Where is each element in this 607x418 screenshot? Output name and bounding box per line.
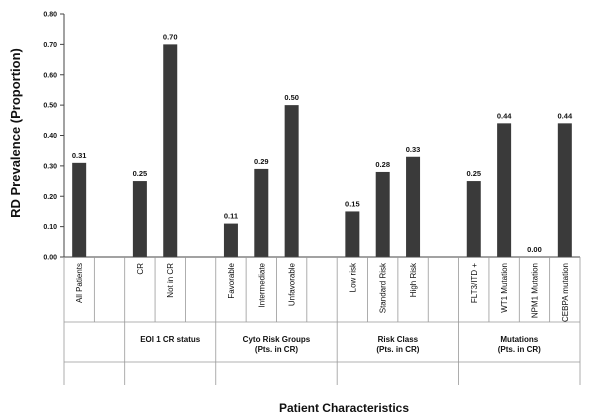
y-tick-label: 0.40 (43, 133, 57, 140)
bar-value-label: 0.50 (284, 93, 299, 102)
category-label: Unfavorable (288, 262, 297, 306)
bar-value-label: 0.29 (254, 157, 269, 166)
bar (406, 156, 421, 257)
bar-value-label: 0.70 (163, 32, 178, 41)
category-label: High Risk (409, 262, 418, 297)
category-label: WT1 Mutation (500, 263, 509, 313)
y-tick-label: 0.00 (43, 255, 57, 262)
bar (557, 123, 572, 257)
category-label: Low risk (348, 262, 357, 292)
y-tick-label: 0.20 (43, 194, 57, 201)
bar-value-label: 0.00 (527, 245, 542, 254)
bar-value-label: 0.28 (375, 160, 390, 169)
bar (72, 162, 87, 257)
y-tick-label: 0.80 (43, 12, 57, 19)
bar (223, 223, 238, 257)
group-label: (Pts. in CR) (255, 345, 298, 354)
y-tick-label: 0.70 (43, 42, 57, 49)
bar-value-label: 0.31 (72, 151, 87, 160)
x-axis-title: Patient Characteristics (279, 401, 409, 415)
bar-value-label: 0.11 (224, 212, 238, 221)
group-label: (Pts. in CR) (376, 345, 419, 354)
category-label: Not in CR (166, 263, 175, 298)
category-label: CR (136, 263, 145, 275)
bar (163, 44, 178, 257)
group-label: Risk Class (378, 335, 419, 344)
bar (132, 181, 147, 257)
bar (284, 105, 299, 257)
bar (497, 123, 512, 257)
category-label: All Patients (75, 263, 84, 303)
category-label: Intermediate (257, 262, 266, 307)
category-label: FLT3/ITD + (470, 263, 479, 303)
category-label: Standard Risk (379, 262, 388, 313)
group-label: Mutations (500, 335, 538, 344)
bar (345, 211, 360, 257)
y-tick-label: 0.60 (43, 72, 57, 79)
y-tick-label: 0.50 (43, 103, 57, 110)
y-axis-title: RD Prevalence (Proportion) (8, 48, 23, 218)
group-label: (Pts. in CR) (498, 345, 541, 354)
y-tick-label: 0.30 (43, 163, 57, 170)
bar-value-label: 0.44 (497, 111, 512, 120)
bar-value-label: 0.33 (406, 145, 421, 154)
group-label: Cyto Risk Groups (243, 335, 311, 344)
bar-value-label: 0.15 (345, 199, 360, 208)
category-label: NPM1 Mutation (530, 263, 539, 318)
group-label: EOI 1 CR status (140, 335, 201, 344)
y-tick-label: 0.10 (43, 224, 57, 231)
bar (375, 171, 390, 257)
bar (254, 168, 269, 257)
bar-value-label: 0.25 (466, 169, 481, 178)
bar-value-label: 0.25 (133, 169, 148, 178)
category-label: CEBPA mutation (561, 263, 570, 322)
bar (466, 181, 481, 257)
bar-value-label: 0.44 (558, 111, 573, 120)
category-label: Favorable (227, 262, 236, 298)
